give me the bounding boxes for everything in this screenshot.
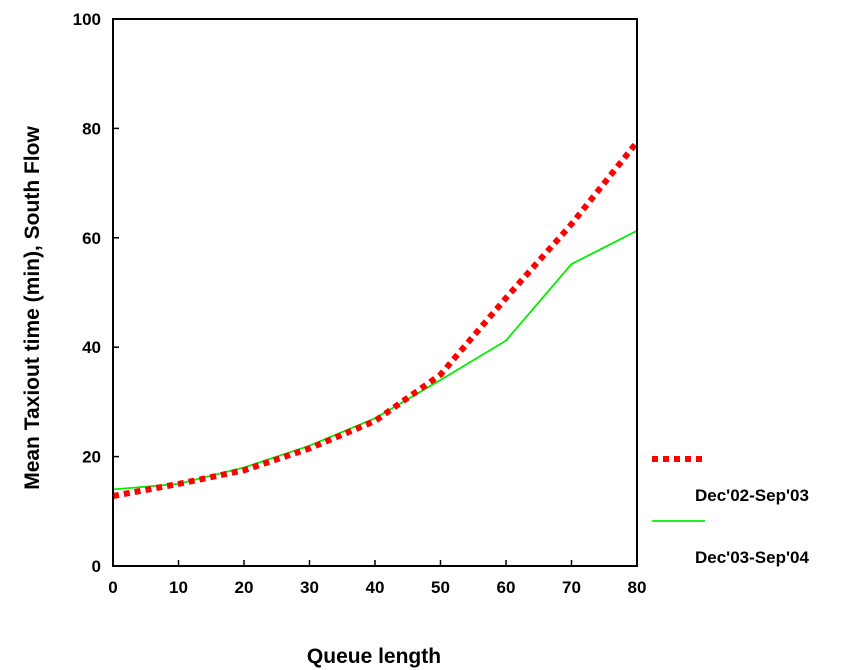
x-axis-title: Queue length	[307, 645, 441, 668]
y-tick-label: 20	[82, 448, 101, 467]
y-axis-title: Mean Taxiout time (min), South Flow	[21, 126, 44, 490]
x-tick-label: 60	[497, 578, 516, 597]
x-tick-label: 0	[108, 578, 117, 597]
x-tick-label: 50	[431, 578, 450, 597]
series-line-2	[113, 231, 637, 490]
y-tick-label: 60	[82, 229, 101, 248]
y-tick-label: 80	[82, 119, 101, 138]
legend-label-series-1: Dec'02-Sep'03	[695, 486, 809, 505]
legend-label-series-2: Dec'03-Sep'04	[695, 548, 809, 567]
x-tick-label: 70	[562, 578, 581, 597]
y-tick-label: 40	[82, 338, 101, 357]
x-tick-label: 20	[235, 578, 254, 597]
plot-series	[113, 142, 637, 496]
x-tick-label: 10	[169, 578, 188, 597]
x-tick-label: 80	[628, 578, 647, 597]
y-tick-label: 100	[73, 10, 101, 29]
x-tick-label: 30	[300, 578, 319, 597]
legend: Dec'02-Sep'03 Dec'03-Sep'04	[652, 459, 809, 567]
x-tick-label: 40	[366, 578, 385, 597]
y-tick-label: 0	[92, 557, 101, 576]
series-line-1	[113, 142, 637, 496]
axis-tick-labels: 0 10 20 30 40 50 60 70 80 0 20 40 60 80 100	[73, 10, 647, 597]
